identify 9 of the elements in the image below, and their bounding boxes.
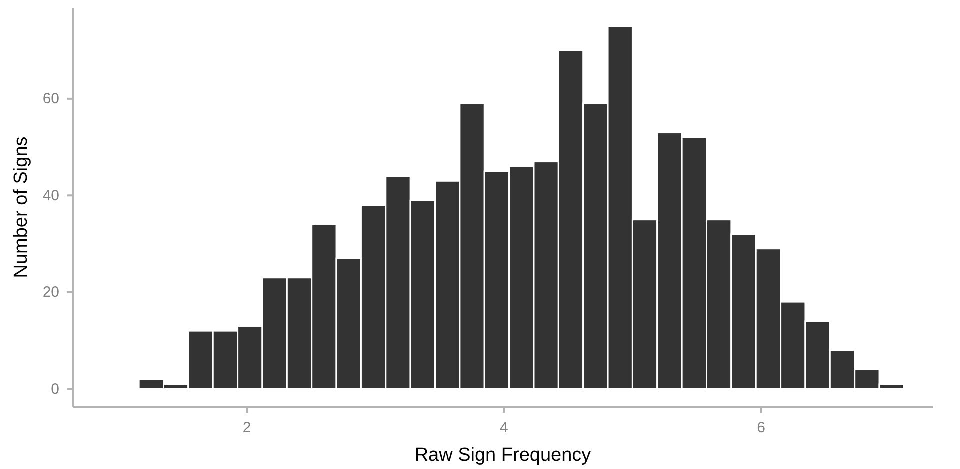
x-tick-label: 4 xyxy=(500,420,508,436)
y-tick-label: 60 xyxy=(42,90,60,108)
y-axis-title: Number of Signs xyxy=(11,136,32,278)
x-tick-label: 6 xyxy=(757,420,766,436)
y-tick-label: 40 xyxy=(42,187,60,204)
y-tick-label: 20 xyxy=(42,284,60,302)
x-axis-title: Raw Sign Frequency xyxy=(414,445,592,466)
x-tick-label: 2 xyxy=(242,420,252,436)
y-tick-label: 0 xyxy=(51,380,60,398)
